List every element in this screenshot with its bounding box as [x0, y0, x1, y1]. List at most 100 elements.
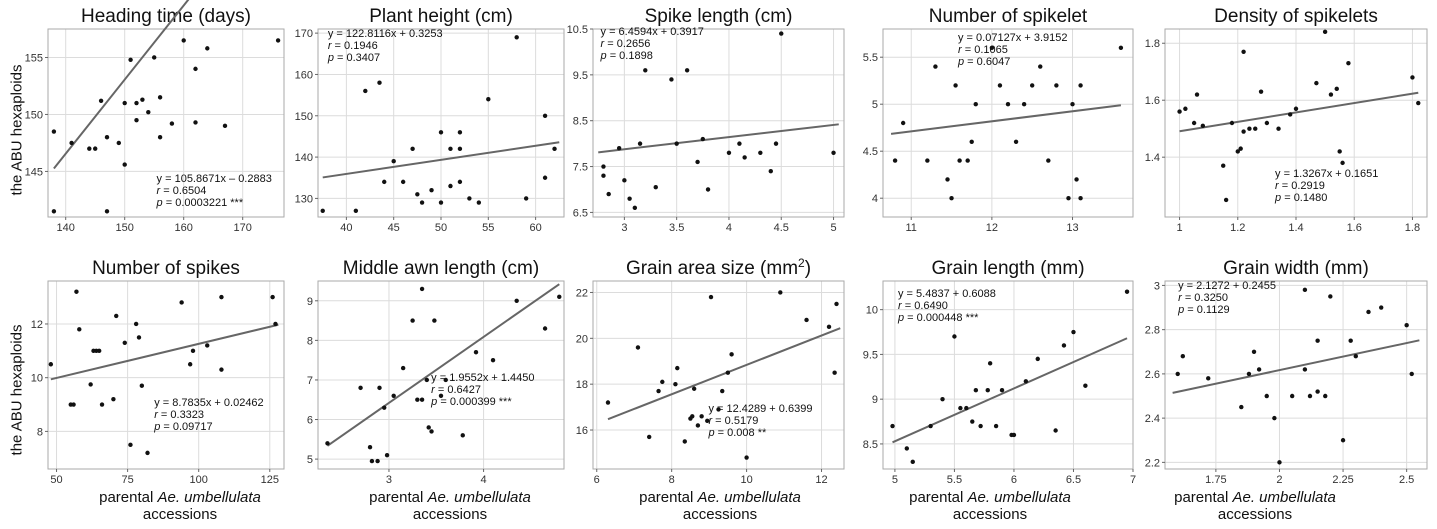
data-point [606, 191, 611, 197]
data-point [1070, 102, 1075, 107]
regression-line [322, 141, 560, 179]
scatter-panel: 1 1.2 1.4 1.6 1.8 1.4 1.6 1.8 Density of spikele… [1145, 6, 1428, 234]
scatter-panel: 50 75 100 125 8 10 12 Number of spikes y = 8.783… [31, 258, 285, 486]
regression-line [598, 123, 839, 154]
scatter-panel: 140 150 160 170 145 150 155 Heading time (days)… [25, 0, 285, 234]
y-tick-label: 10 [866, 305, 878, 317]
data-point [134, 100, 139, 106]
data-point [999, 388, 1005, 393]
y-tick-label: 8 [307, 335, 313, 347]
data-point [1328, 294, 1333, 299]
data-point [467, 196, 472, 201]
data-point [660, 379, 665, 385]
data-point [1246, 371, 1252, 377]
x-tick-label: 140 [57, 222, 75, 234]
regression-annotation: p = 0.1480 [1274, 192, 1327, 204]
data-point [187, 362, 193, 367]
data-point [643, 68, 648, 73]
data-point [779, 31, 784, 36]
data-point [758, 150, 763, 156]
data-point [410, 318, 415, 323]
data-point [669, 77, 674, 82]
x-tick-label: 2.5 [1399, 474, 1414, 486]
data-point [804, 317, 809, 323]
data-point [1029, 83, 1035, 88]
x-tick-label: 40 [340, 222, 352, 234]
data-point [1235, 149, 1240, 154]
y-tick-label: 1.4 [1145, 152, 1160, 164]
data-point [987, 361, 993, 366]
data-point [1200, 123, 1206, 129]
x-tick-label: 150 [116, 222, 134, 234]
data-point [622, 178, 627, 183]
data-point [925, 158, 930, 163]
x-axis-label-col1: parental Ae. umbellulata accessions [65, 489, 295, 523]
data-point [1021, 102, 1027, 107]
data-point [552, 146, 557, 152]
data-point [114, 313, 119, 319]
data-point [542, 113, 548, 118]
data-point [219, 294, 224, 300]
x-label-species: Ae. umbellulata [157, 489, 261, 506]
data-point [726, 150, 732, 156]
data-point [443, 377, 448, 383]
data-point [831, 150, 836, 156]
data-point [320, 208, 325, 214]
regression-annotation: r = 0.3250 [1178, 292, 1228, 304]
regression-annotation: y = 8.7835x + 0.02462 [154, 397, 263, 409]
regression-annotation: r = 0.1065 [958, 44, 1008, 56]
data-point [675, 365, 680, 371]
x-tick-label: 160 [175, 222, 193, 234]
data-point [1366, 309, 1371, 315]
y-tick-label: 8 [37, 426, 43, 438]
data-point [1180, 354, 1186, 359]
regression-annotation: r = 0.6427 [431, 384, 481, 396]
data-point [104, 209, 110, 214]
x-tick-label: 170 [234, 222, 252, 234]
data-point [900, 120, 906, 126]
y-tick-label: 8.5 [863, 439, 878, 451]
x-tick-label: 4 [481, 474, 487, 486]
data-point [1124, 289, 1130, 294]
data-point [222, 123, 228, 129]
data-point [429, 187, 434, 193]
data-point [985, 388, 990, 393]
data-point [140, 97, 145, 102]
x-tick-label: 6.5 [1066, 474, 1081, 486]
y-tick-label: 5.5 [863, 52, 878, 64]
data-point [653, 184, 658, 190]
data-point [133, 321, 139, 327]
data-point [325, 441, 330, 446]
x-label-suffix: accessions [142, 506, 218, 523]
data-point [460, 433, 465, 438]
data-point [128, 57, 133, 62]
scatter-panel: 5 5.5 6 6.5 7 8.5 9 9.5 10 Grain length (mm) y = 5… [863, 258, 1136, 486]
x-tick-label: 1 [1176, 222, 1182, 234]
data-point [1013, 139, 1019, 144]
data-point [601, 164, 606, 169]
data-point [1328, 92, 1334, 97]
y-tick-label: 9 [872, 394, 878, 406]
data-point [635, 345, 641, 350]
regression-annotation: r = 0.1946 [328, 40, 378, 52]
x-label-species: Ae. umbellulata [1232, 489, 1336, 506]
data-point [729, 352, 734, 357]
data-point [542, 326, 548, 331]
data-point [699, 414, 704, 419]
data-point [71, 402, 76, 407]
data-point [940, 396, 945, 402]
data-point [111, 396, 116, 402]
data-point [978, 423, 983, 429]
data-point [1194, 92, 1200, 97]
data-point [145, 450, 150, 456]
y-tick-label: 150 [25, 109, 43, 121]
y-tick-label: 4 [872, 193, 878, 205]
data-point [391, 393, 396, 398]
data-point [826, 324, 832, 330]
data-point [1410, 75, 1415, 80]
y-tick-label: 4.5 [863, 146, 878, 158]
data-point [1302, 367, 1308, 372]
x-tick-label: 12 [815, 474, 827, 486]
regression-annotation: r = 0.6504 [157, 185, 207, 197]
data-point [637, 141, 643, 146]
